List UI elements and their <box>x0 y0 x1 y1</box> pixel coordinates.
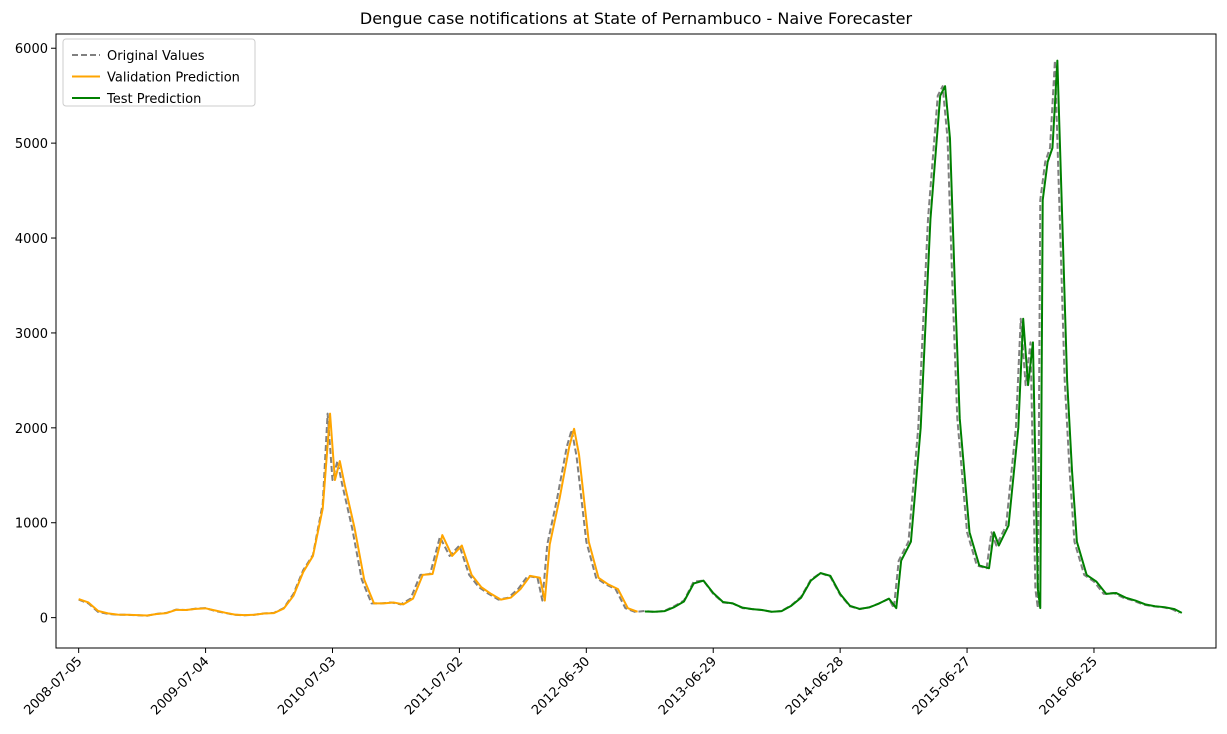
y-tick-label-4000: 4000 <box>15 232 48 247</box>
x-tick-label-2016-06-25: 2016-06-25 <box>1037 654 1101 718</box>
plot-frame <box>55 33 1217 649</box>
legend-label-1: Original Values <box>107 49 205 64</box>
x-tick-label-2015-06-27: 2015-06-27 <box>910 654 974 718</box>
x-tick-label-2014-06-28: 2014-06-28 <box>783 654 847 718</box>
x-tick-label-2010-07-03: 2010-07-03 <box>275 654 339 718</box>
x-tick-label-2012-06-30: 2012-06-30 <box>529 654 593 718</box>
y-tick-label-6000: 6000 <box>15 42 48 57</box>
series-line-3 <box>644 59 1183 614</box>
chart-title: Dengue case notifications at State of Pe… <box>360 9 913 28</box>
x-tick-label-2011-07-02: 2011-07-02 <box>402 654 466 718</box>
series-line-2 <box>78 412 638 617</box>
y-tick-label-5000: 5000 <box>15 137 48 152</box>
y-tick-label-2000: 2000 <box>15 422 48 437</box>
x-tick-label-2009-07-04: 2009-07-04 <box>148 654 212 718</box>
y-tick-label-3000: 3000 <box>15 327 48 342</box>
y-tick-label-1000: 1000 <box>15 517 48 532</box>
legend-label-2: Validation Prediction <box>107 71 240 86</box>
legend: Original Values Validation Prediction Test… <box>62 38 256 107</box>
x-tick-label-2013-06-29: 2013-06-29 <box>656 654 720 718</box>
legend-label-3: Test Prediction <box>106 92 201 107</box>
x-tick-label-2008-07-05: 2008-07-05 <box>21 654 85 718</box>
plot-layer <box>78 59 1183 617</box>
y-tick-label-0: 0 <box>40 612 48 627</box>
axes-layer: 0 1000 2000 3000 4000 5000 6000 2008-07-05 2009-… <box>15 33 1217 718</box>
series-line-1 <box>78 59 1180 617</box>
legend-box <box>62 38 256 107</box>
